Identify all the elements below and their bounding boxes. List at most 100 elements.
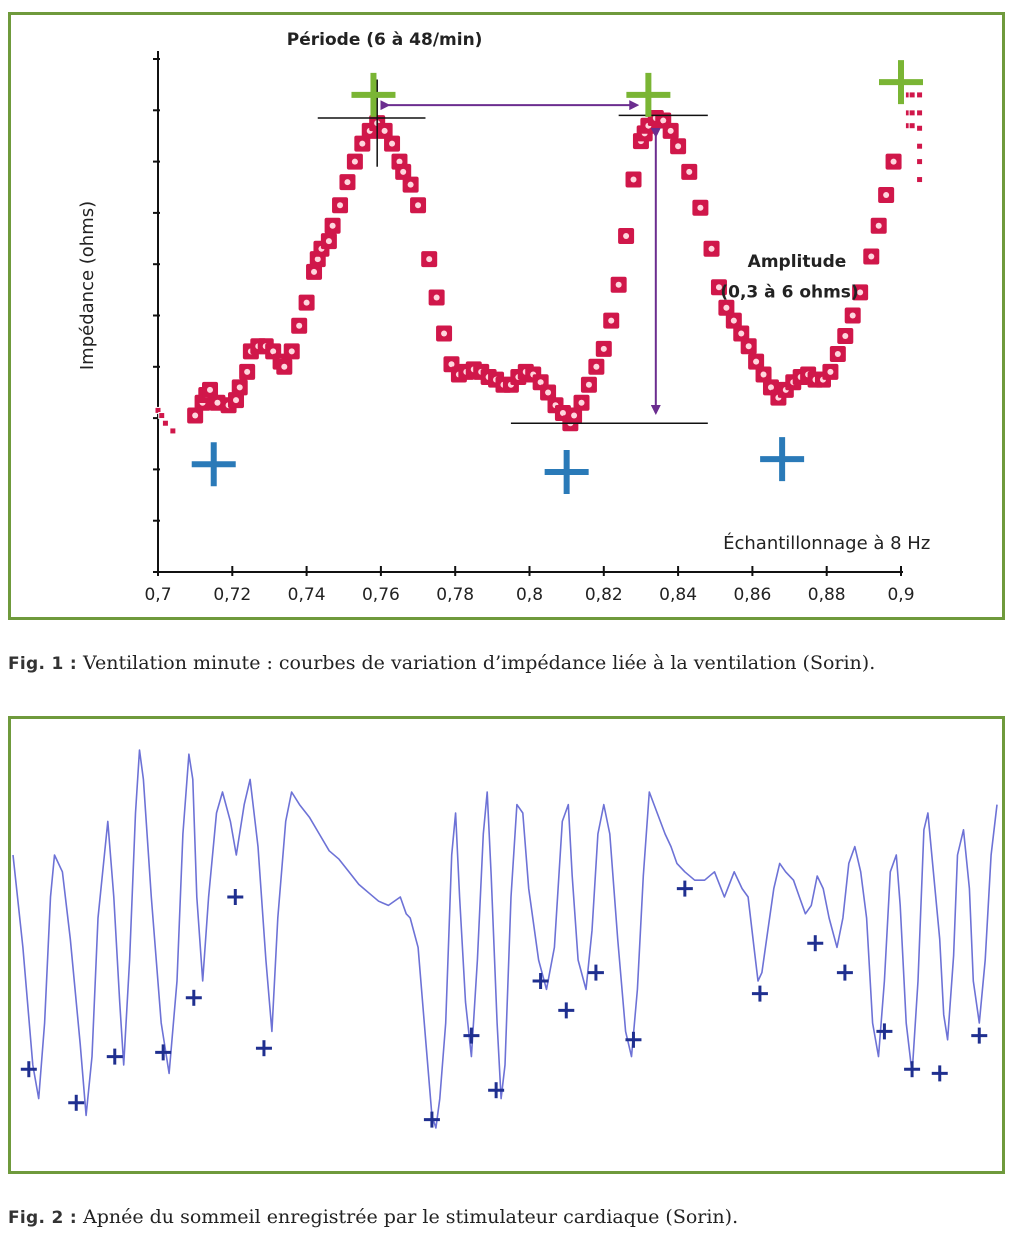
trough-marker-plus — [227, 889, 244, 905]
trough-marker-plus — [807, 935, 824, 952]
data-point — [540, 384, 557, 401]
data-point — [703, 240, 720, 257]
data-point — [588, 358, 605, 375]
data-point — [755, 366, 772, 383]
data-point-dot — [441, 330, 448, 337]
data-point — [339, 174, 356, 191]
data-point-dot — [857, 289, 864, 296]
trough-marker-plus — [676, 880, 693, 897]
sampling-annotation: Échantillonnage à 8 Hz — [723, 532, 930, 554]
trough-marker-plus — [876, 1023, 893, 1040]
data-point-dot — [344, 179, 351, 186]
trough-marker-plus — [185, 989, 202, 1006]
x-tick-label: 0,72 — [213, 585, 251, 605]
data-point — [603, 312, 620, 329]
data-point-dot — [827, 368, 834, 375]
data-point-dot — [233, 397, 240, 404]
data-point — [346, 153, 363, 170]
data-point-dot — [244, 368, 251, 375]
data-point — [376, 122, 393, 139]
data-point-dot — [426, 256, 433, 263]
data-point-dot — [400, 168, 407, 175]
data-point-dot — [351, 158, 358, 165]
data-point — [595, 340, 612, 357]
data-point — [837, 328, 854, 345]
trough-marker-plus — [463, 1027, 480, 1044]
data-point-dot — [600, 345, 607, 352]
data-point-dot — [767, 384, 774, 391]
data-point-small — [916, 109, 924, 117]
data-point-dot — [730, 317, 737, 324]
x-tick-label: 0,84 — [659, 585, 697, 605]
trough-marker-plus — [191, 442, 236, 487]
x-tick-label: 0,86 — [733, 585, 771, 605]
data-point-dot — [359, 140, 366, 147]
data-point-small — [908, 109, 916, 117]
data-point-dot — [890, 158, 897, 165]
data-point — [844, 307, 861, 324]
data-point-dot — [407, 181, 414, 188]
figure-1-caption-text: Ventilation minute : courbes de variatio… — [82, 652, 876, 674]
data-point-dot — [537, 379, 544, 386]
data-point — [580, 376, 597, 393]
amplitude-annotation-line1: Amplitude — [748, 252, 847, 272]
amplitude-annotation-line2: (0,3 à 6 ohms) — [720, 283, 858, 303]
figure-2-caption-text: Apnée du sommeil enregistrée par le stim… — [82, 1206, 739, 1228]
data-point-dot — [623, 232, 630, 239]
figure-1-panel: 0,7 0,72 0,74 0,76 0,78 0,8 0,82 0,84 0,86 0,88 0,… — [8, 12, 1005, 620]
trough-marker-plus — [587, 964, 604, 981]
data-point — [670, 138, 687, 155]
data-point — [718, 299, 735, 316]
data-point-dot — [389, 140, 396, 147]
data-point-dot — [660, 117, 667, 124]
data-point-dot — [415, 202, 422, 209]
data-point-dot — [738, 330, 745, 337]
data-point-dot — [667, 127, 674, 134]
trough-marker-plus — [155, 1044, 172, 1061]
data-point-small — [161, 419, 169, 427]
data-point — [402, 176, 419, 193]
data-point-dot — [288, 348, 295, 355]
data-point — [725, 312, 742, 329]
data-point — [733, 325, 750, 342]
data-point — [610, 276, 627, 293]
data-point — [202, 381, 219, 398]
data-point — [283, 343, 300, 360]
data-point — [298, 294, 315, 311]
data-point-dot — [325, 238, 332, 245]
data-point-small — [916, 176, 924, 184]
peak-marker-plus — [351, 72, 396, 117]
data-point — [239, 363, 256, 380]
data-point-dot — [615, 281, 622, 288]
data-point — [863, 248, 880, 265]
data-point-dot — [585, 381, 592, 388]
trough-marker-plus — [544, 449, 589, 494]
data-point — [354, 135, 371, 152]
data-point-dot — [396, 158, 403, 165]
data-point-dot — [875, 222, 882, 229]
x-tick-label: 0,88 — [808, 585, 846, 605]
trough-marker-plus — [423, 1111, 440, 1128]
data-point-dot — [433, 294, 440, 301]
data-point — [428, 289, 445, 306]
data-point — [320, 233, 337, 250]
data-point-small — [169, 427, 177, 435]
data-point — [228, 392, 245, 409]
data-point — [870, 217, 887, 234]
x-tick-label: 0,76 — [362, 585, 400, 605]
data-point — [625, 171, 642, 188]
data-point-dot — [883, 191, 890, 198]
trough-marker-plus — [625, 1031, 642, 1048]
data-point-dot — [608, 317, 615, 324]
x-tick-label: 0,78 — [436, 585, 474, 605]
peak-marker-plus — [879, 60, 923, 105]
data-point-dot — [545, 389, 552, 396]
data-point-dot — [745, 343, 752, 350]
trough-marker-plus — [931, 1065, 948, 1082]
data-point-dot — [192, 412, 199, 419]
data-point-dot — [303, 299, 310, 306]
data-point-dot — [708, 245, 715, 252]
data-point-small — [154, 406, 162, 414]
trough-marker-plus — [532, 973, 549, 989]
data-point — [187, 407, 204, 424]
